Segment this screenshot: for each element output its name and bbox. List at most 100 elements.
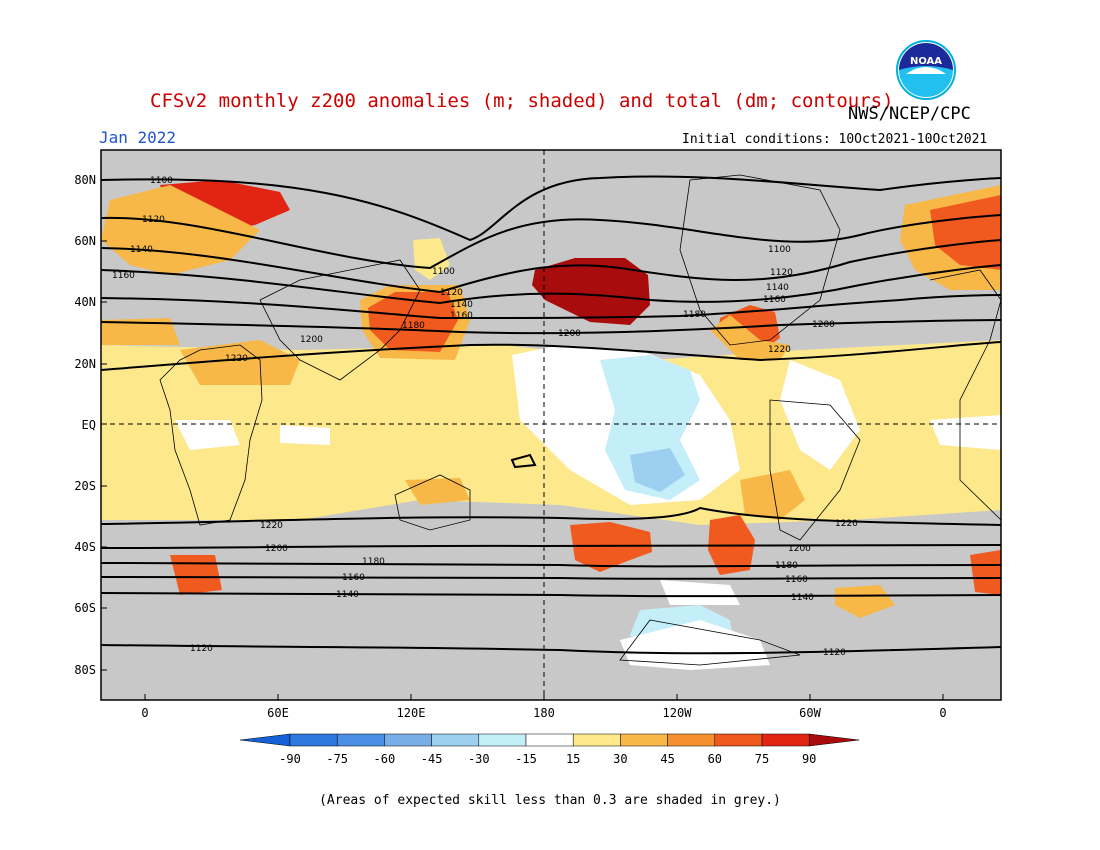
contour-label: 1120 bbox=[770, 268, 793, 278]
contour-label: 1180 bbox=[683, 310, 706, 320]
colorbar-arrow-high bbox=[808, 733, 860, 747]
lat-label-80s: 80S bbox=[74, 663, 96, 677]
contour-label: 1160 bbox=[763, 295, 786, 305]
logo-text: NOAA bbox=[910, 56, 942, 67]
anomaly-region-red-greenland bbox=[160, 180, 290, 232]
anomaly-region-red-usa bbox=[718, 305, 780, 352]
anomaly-region-blue-pacific bbox=[630, 448, 685, 492]
colorbar-label: 60 bbox=[707, 752, 723, 766]
contour-label: 1200 bbox=[265, 544, 288, 554]
lat-label-40s: 40S bbox=[74, 540, 96, 554]
anomaly-region-orange-australia bbox=[405, 478, 470, 505]
map-frame bbox=[100, 149, 1002, 701]
contour-label: 1140 bbox=[130, 245, 153, 255]
contour-label: 1220 bbox=[768, 345, 791, 355]
anomaly-region-white-africa bbox=[175, 420, 240, 450]
contour-label: 1140 bbox=[450, 300, 473, 310]
anomaly-region-red-europe bbox=[930, 195, 1001, 270]
map-background bbox=[101, 150, 1001, 700]
anomaly-region-orange-greenland bbox=[101, 185, 260, 275]
contour-label: 1180 bbox=[775, 561, 798, 571]
lat-label-eq: EQ bbox=[81, 418, 96, 432]
colorbar-swatch bbox=[384, 733, 432, 747]
contour-labels: 1100 1120 1140 1160 1100 1120 1140 1160 … bbox=[112, 176, 858, 658]
colorbar-swatch bbox=[714, 733, 763, 747]
colorbar-swatch bbox=[667, 733, 716, 747]
lon-label-0-right: 0 bbox=[939, 706, 947, 720]
map-title: CFSv2 monthly z200 anomalies (m; shaded)… bbox=[150, 90, 894, 112]
colorbar-label: -45 bbox=[420, 752, 443, 766]
colorbar-swatch bbox=[525, 733, 574, 747]
anomaly-region-red-south-indian bbox=[970, 550, 1001, 595]
contour-label: 1180 bbox=[402, 321, 425, 331]
anomaly-region-orange-europe bbox=[900, 185, 1001, 290]
contour-label: 1100 bbox=[432, 267, 455, 277]
contour-label: 1200 bbox=[812, 320, 835, 330]
contour-label: 1140 bbox=[766, 283, 789, 293]
anomaly-region-white-pacific bbox=[512, 345, 740, 505]
anomaly-region-white-europe bbox=[930, 415, 1001, 450]
forecast-month: Jan 2022 bbox=[99, 128, 177, 147]
anomaly-region-red-south-america bbox=[708, 515, 755, 575]
colorbar-label: 90 bbox=[801, 752, 817, 766]
contour-label: 1100 bbox=[150, 176, 173, 186]
colorbar-swatch bbox=[431, 733, 480, 747]
anomaly-region-lightblue-south bbox=[630, 605, 735, 665]
colorbar-label: -15 bbox=[515, 752, 537, 766]
contour-label: 1120 bbox=[823, 648, 846, 658]
lat-label-20s: 20S bbox=[74, 479, 96, 493]
colorbar-label: -60 bbox=[373, 752, 396, 766]
contour-label: 1180 bbox=[362, 557, 385, 567]
colorbar-label: -30 bbox=[467, 752, 490, 766]
lat-label-60n: 60N bbox=[74, 234, 96, 248]
anomaly-region-white-south bbox=[620, 620, 770, 670]
colorbar-label: 30 bbox=[613, 752, 628, 766]
contour-label: 1160 bbox=[450, 311, 473, 321]
contour-label: 1220 bbox=[225, 354, 248, 364]
lon-label-180: 180 bbox=[533, 706, 555, 720]
lat-label-80n: 80N bbox=[74, 173, 96, 187]
contour-label: 1220 bbox=[260, 521, 283, 531]
contour-label: 1160 bbox=[112, 271, 135, 281]
contour-label: 1200 bbox=[300, 335, 323, 345]
noaa-logo: NOAA bbox=[896, 40, 956, 100]
organization-label: NWS/NCEP/CPC bbox=[848, 104, 971, 124]
anomaly-region-orange-north-pacific bbox=[360, 285, 470, 360]
anomaly-region-yellow-japan bbox=[413, 238, 450, 280]
anomaly-region-red-south-pacific bbox=[570, 522, 652, 572]
lon-label-0-left: 0 bbox=[141, 706, 149, 720]
anomaly-region-orange-usa bbox=[710, 315, 790, 360]
contour-label: 1100 bbox=[768, 245, 791, 255]
reference-lines bbox=[101, 150, 1001, 700]
colorbar-swatch bbox=[289, 733, 338, 747]
contour-label: 1140 bbox=[791, 593, 814, 603]
contour-label: 1200 bbox=[788, 544, 811, 554]
contour-label: 1220 bbox=[835, 519, 858, 529]
contour-label: 1200 bbox=[558, 329, 581, 339]
lon-label-60e: 60E bbox=[267, 706, 289, 720]
colorbar-label: -90 bbox=[279, 752, 301, 766]
anomaly-region-orange-subtropical bbox=[180, 340, 300, 385]
colorbar-swatch bbox=[761, 733, 810, 747]
contour-label: 1160 bbox=[785, 575, 808, 585]
anomaly-region-white-atlantic bbox=[780, 360, 860, 470]
anomaly-region-red-north-pacific bbox=[368, 292, 458, 352]
contour-label: 1120 bbox=[440, 288, 463, 298]
colorbar-swatch bbox=[572, 733, 621, 747]
coastlines bbox=[159, 174, 1001, 666]
anomaly-region-white-southpac bbox=[660, 580, 740, 605]
anomaly-region-red-south-atlantic bbox=[170, 555, 222, 595]
colorbar-swatch bbox=[336, 733, 385, 747]
colorbar-label: 75 bbox=[754, 752, 770, 766]
contour-label: 1120 bbox=[190, 644, 213, 654]
anomaly-region-orange-north-atlantic bbox=[101, 318, 180, 345]
initial-conditions: Initial conditions: 10Oct2021-10Oct2021 bbox=[682, 132, 988, 147]
anomaly-region-lightblue-pacific bbox=[600, 355, 700, 500]
lat-label-60s: 60S bbox=[74, 601, 96, 615]
colorbar-label: 15 bbox=[565, 752, 581, 766]
anomaly-region-white-indian bbox=[280, 425, 330, 445]
lon-label-60w: 60W bbox=[799, 706, 821, 720]
colorbar-label: 45 bbox=[660, 752, 675, 766]
contour-label: 1160 bbox=[342, 573, 365, 583]
anomaly-region-orange-southeast bbox=[740, 470, 805, 520]
